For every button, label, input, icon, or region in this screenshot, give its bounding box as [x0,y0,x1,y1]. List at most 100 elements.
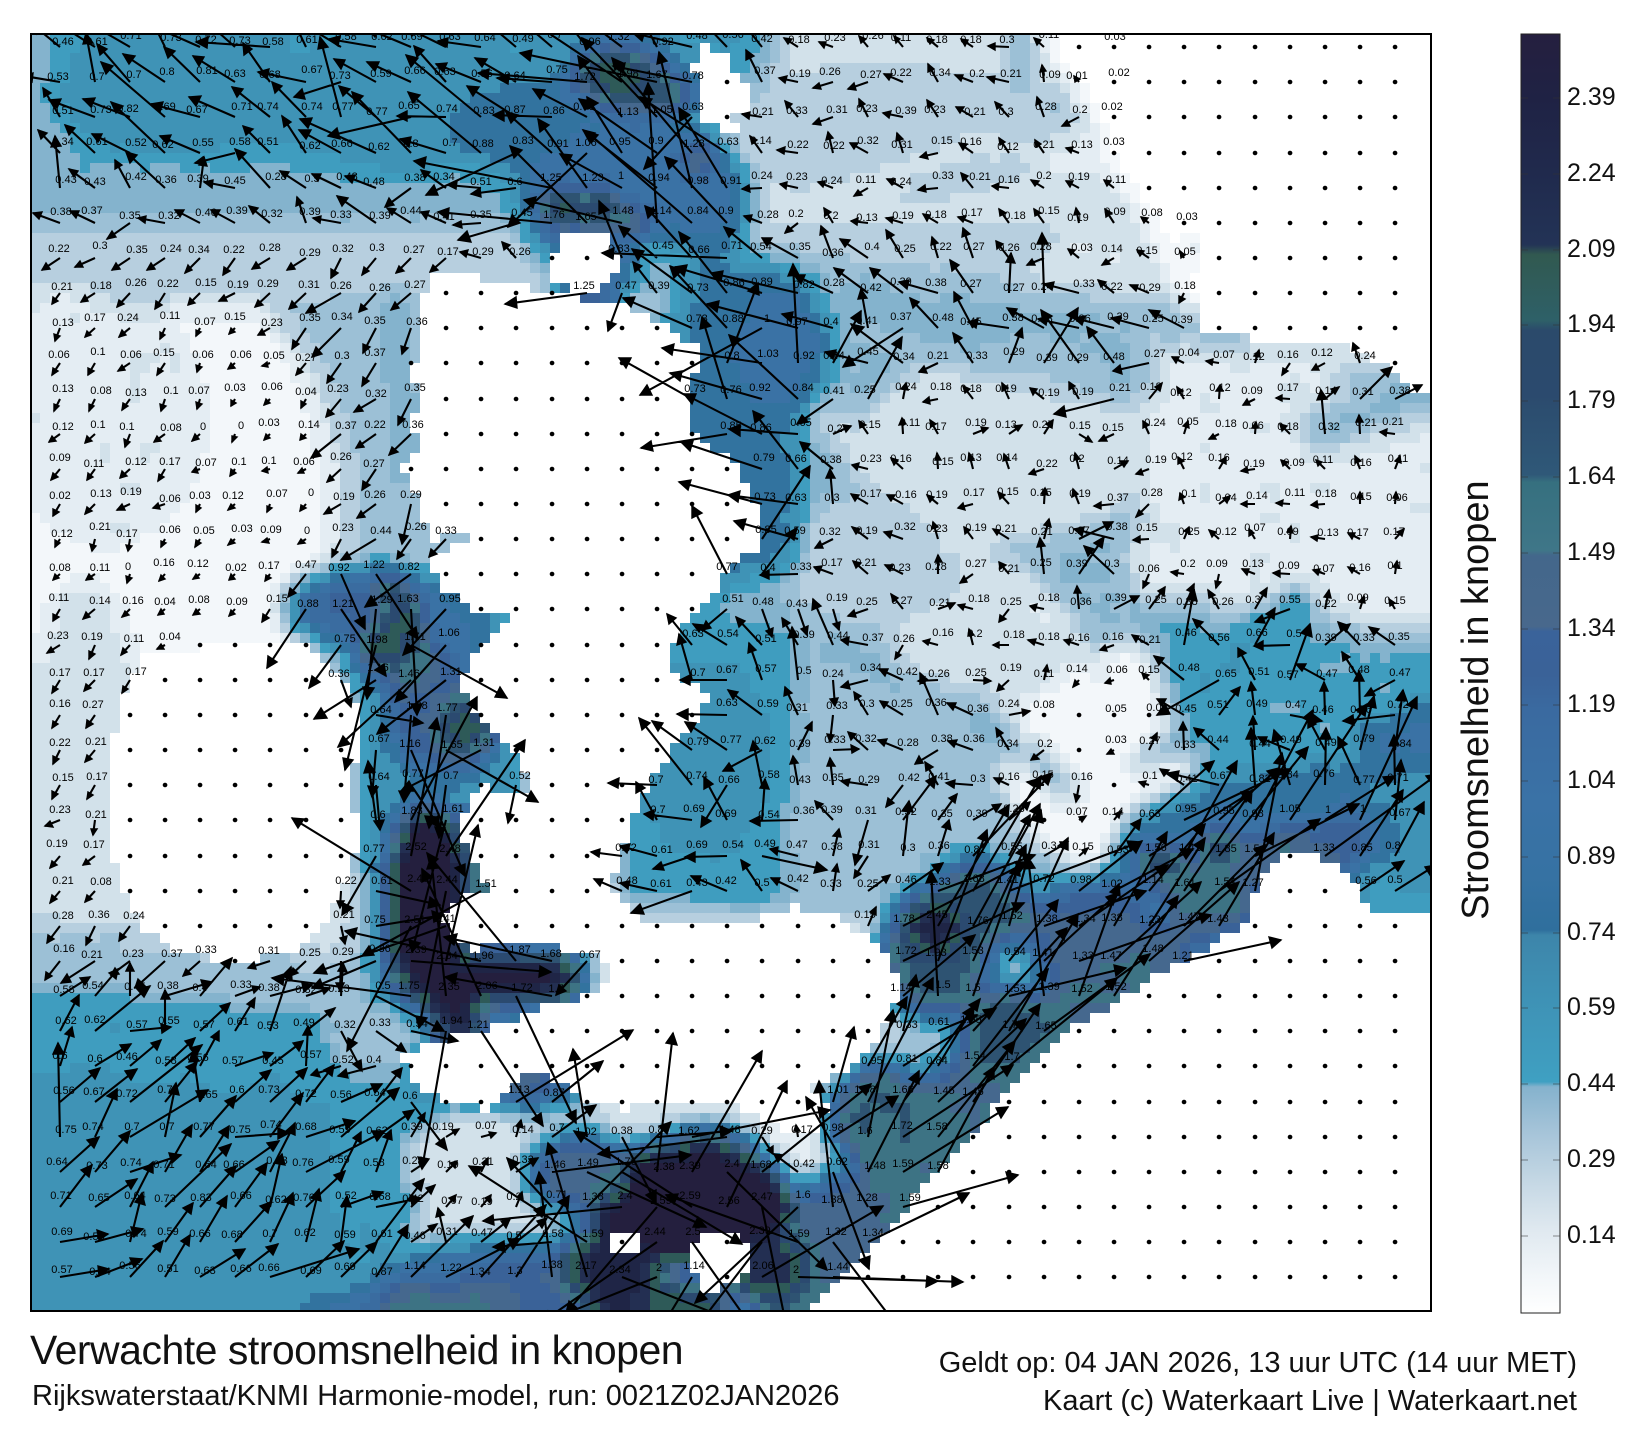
svg-text:0.16: 0.16 [960,136,981,148]
svg-text:0.06: 0.06 [1138,563,1159,575]
svg-text:0.15: 0.15 [859,419,880,431]
svg-text:0.77: 0.77 [332,101,353,113]
svg-text:0.45: 0.45 [511,207,532,219]
svg-text:0.06: 0.06 [120,349,141,361]
svg-text:0.46: 0.46 [195,207,216,219]
svg-text:0.13: 0.13 [90,488,111,500]
svg-text:0.11: 0.11 [1313,454,1334,466]
svg-text:0.36: 0.36 [402,419,423,431]
svg-text:0.16: 0.16 [1277,349,1298,361]
svg-text:0.62: 0.62 [152,139,173,151]
svg-text:0.14: 0.14 [750,135,771,147]
svg-text:0.27: 0.27 [860,69,881,81]
svg-text:0.21: 0.21 [752,106,773,118]
svg-text:0.98: 0.98 [687,175,708,187]
svg-text:0.15: 0.15 [931,135,952,147]
svg-text:0.17: 0.17 [84,312,105,324]
svg-text:1.23: 1.23 [582,172,603,184]
svg-text:0.88: 0.88 [722,313,743,325]
svg-text:0.01: 0.01 [1066,70,1087,82]
svg-text:0.42: 0.42 [860,282,881,294]
svg-text:0.9: 0.9 [648,135,663,147]
svg-text:0.3: 0.3 [824,492,839,504]
svg-text:0.15: 0.15 [1136,522,1157,534]
svg-text:0.2: 0.2 [788,208,803,220]
svg-text:0.22: 0.22 [787,139,808,151]
svg-text:0.72: 0.72 [195,34,216,46]
svg-text:0.66: 0.66 [331,138,352,150]
svg-text:0.48: 0.48 [336,171,357,183]
svg-text:0.12: 0.12 [125,456,146,468]
svg-text:0.1: 0.1 [90,419,105,431]
svg-text:0.28: 0.28 [1141,487,1162,499]
svg-text:0.3: 0.3 [92,240,107,252]
svg-text:0.21: 0.21 [1031,526,1052,538]
svg-text:0.29: 0.29 [1567,1145,1616,1173]
svg-text:0.18: 0.18 [1277,421,1298,433]
svg-text:0.34: 0.34 [188,244,209,256]
svg-text:0.9: 0.9 [718,205,733,217]
svg-text:0.25: 0.25 [894,243,915,255]
svg-text:0.14: 0.14 [1567,1221,1616,1249]
svg-text:0.36: 0.36 [822,247,843,259]
svg-text:0.84: 0.84 [792,382,813,394]
svg-text:0.08: 0.08 [49,562,70,574]
svg-text:0.05: 0.05 [1177,416,1198,428]
svg-text:0.07: 0.07 [195,457,216,469]
svg-text:0.26: 0.26 [819,66,840,78]
svg-text:0.68: 0.68 [259,69,280,81]
svg-text:1.72: 1.72 [574,71,595,83]
svg-text:0.04: 0.04 [295,386,316,398]
svg-text:0.28: 0.28 [925,561,946,573]
svg-text:0.74: 0.74 [1567,918,1616,946]
svg-text:0.26: 0.26 [1069,313,1090,325]
svg-text:0.28: 0.28 [823,277,844,289]
svg-text:0.17: 0.17 [1347,527,1368,539]
svg-text:0.21: 0.21 [927,350,948,362]
svg-text:0.07: 0.07 [1313,563,1334,575]
svg-text:0.77: 0.77 [366,106,387,118]
svg-text:0.11: 0.11 [900,417,921,429]
svg-text:0.09: 0.09 [1241,385,1262,397]
svg-text:0.73: 0.73 [687,282,708,294]
svg-text:0.17: 0.17 [925,421,946,433]
svg-text:0.15: 0.15 [1038,205,1059,217]
svg-text:0.17: 0.17 [1277,382,1298,394]
svg-text:0.03: 0.03 [224,382,245,394]
svg-text:0.05: 0.05 [1174,246,1195,258]
svg-text:0.63: 0.63 [717,136,738,148]
svg-text:0.12: 0.12 [52,421,73,433]
svg-text:0.14: 0.14 [89,595,110,607]
svg-text:0.73: 0.73 [229,35,250,47]
svg-text:0.32: 0.32 [857,135,878,147]
svg-text:0.63: 0.63 [224,68,245,80]
svg-text:0.19: 0.19 [227,279,248,291]
svg-text:1.25: 1.25 [540,172,561,184]
svg-text:1.34: 1.34 [1567,614,1616,642]
svg-text:0.87: 0.87 [504,104,525,116]
svg-text:0.14: 0.14 [298,419,319,431]
svg-text:0.11: 0.11 [1388,453,1409,465]
svg-text:0.35: 0.35 [789,241,810,253]
svg-text:0.12: 0.12 [1170,387,1191,399]
svg-text:0.74: 0.74 [257,101,278,113]
svg-text:0.22: 0.22 [930,241,951,253]
svg-text:0.33: 0.33 [435,525,456,537]
svg-text:0.1: 0.1 [231,456,246,468]
svg-text:0.06: 0.06 [230,349,251,361]
svg-text:0.47: 0.47 [295,559,316,571]
svg-text:2.24: 2.24 [1567,159,1616,187]
svg-text:Rijkswaterstaat/KNMI Harmonie-: Rijkswaterstaat/KNMI Harmonie-model, run… [32,1380,840,1412]
svg-text:0.58: 0.58 [262,36,283,48]
svg-text:0.19: 0.19 [926,489,947,501]
svg-text:1.49: 1.49 [1567,538,1616,566]
svg-text:0.22: 0.22 [157,278,178,290]
svg-text:0.19: 0.19 [995,383,1016,395]
svg-text:0.61: 0.61 [86,136,107,148]
svg-text:0.26: 0.26 [364,489,385,501]
svg-text:0.06: 0.06 [159,524,180,536]
svg-text:0: 0 [125,561,131,573]
svg-text:0.39: 0.39 [187,173,208,185]
svg-text:0.09: 0.09 [1277,526,1298,538]
svg-text:0.31: 0.31 [826,104,847,116]
